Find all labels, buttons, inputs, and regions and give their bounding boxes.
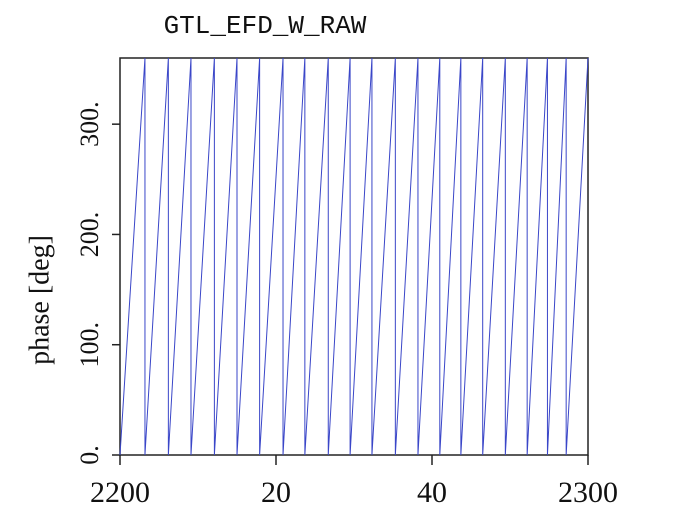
y-tick-label: 300.: [75, 101, 104, 146]
plot-frame: [119, 57, 589, 456]
x-tick-label: 2300: [558, 476, 618, 509]
y-tick-label: 200.: [75, 212, 104, 258]
y-tick-label: 0.: [75, 445, 104, 465]
y-axis-label: phase [deg]: [24, 235, 55, 365]
chart-title: GTL_EFD_W_RAW: [164, 11, 367, 41]
phase-line: [119, 57, 589, 456]
x-tick-label: 2200: [90, 476, 150, 509]
x-tick-label: 20: [261, 476, 291, 509]
x-tick-label: 40: [417, 476, 447, 509]
y-tick-label: 100.: [75, 322, 104, 368]
